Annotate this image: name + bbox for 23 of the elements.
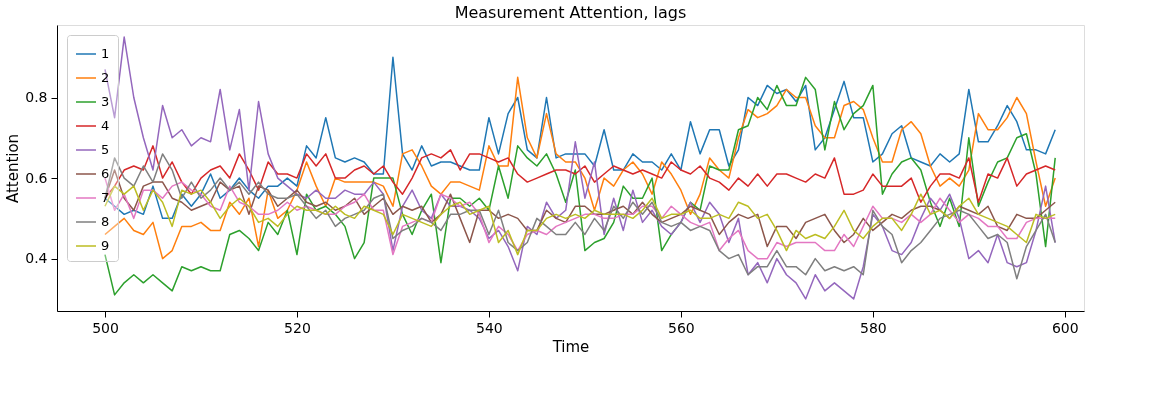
x-tick-label: 520	[284, 319, 311, 336]
legend-label: 1	[101, 46, 110, 61]
legend-label: 2	[101, 70, 110, 85]
chart-title: Measurement Attention, lags	[454, 3, 687, 22]
y-axis-title: Attention	[4, 133, 23, 204]
line-series	[104, 153, 1056, 280]
legend-label: 5	[101, 142, 110, 157]
y-tick-label: 0.8	[25, 89, 48, 106]
legend-label: 7	[101, 190, 110, 205]
x-tick-label: 500	[92, 319, 119, 336]
x-tick-label: 560	[668, 319, 695, 336]
x-tick-label: 540	[476, 319, 503, 336]
x-axis-title: Time	[551, 337, 590, 356]
y-tick-label: 0.4	[25, 250, 48, 267]
y-tick-label: 0.6	[25, 169, 48, 186]
x-tick-label: 600	[1051, 319, 1079, 336]
legend-label: 3	[101, 94, 110, 109]
legend-label: 6	[101, 166, 110, 181]
legend-label: 4	[101, 118, 110, 133]
line-series	[104, 169, 1056, 248]
x-tick-label: 580	[859, 319, 887, 336]
legend-label: 9	[101, 238, 110, 253]
legend-label: 8	[101, 214, 110, 229]
